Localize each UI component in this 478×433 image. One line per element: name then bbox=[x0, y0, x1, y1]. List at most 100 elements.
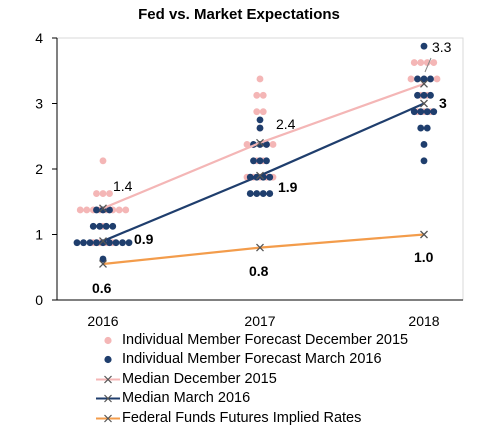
data-label: 0.9 bbox=[134, 231, 154, 247]
forecast-dot bbox=[427, 75, 434, 83]
series-marker bbox=[256, 243, 264, 252]
forecast-dot bbox=[417, 108, 425, 116]
legend-label: Individual Member Forecast December 2015 bbox=[122, 332, 409, 348]
forecast-dot bbox=[256, 124, 264, 132]
forecast-dot bbox=[115, 206, 123, 214]
legend-swatch bbox=[104, 336, 112, 345]
forecast-dot bbox=[420, 42, 428, 50]
forecast-dot bbox=[420, 75, 428, 83]
forecast-dot bbox=[256, 157, 264, 165]
forecast-dot bbox=[423, 108, 431, 116]
forecast-dot bbox=[96, 222, 104, 230]
legend-label: Federal Funds Futures Implied Rates bbox=[122, 409, 362, 426]
legend-swatch bbox=[96, 414, 120, 422]
forecast-dot bbox=[427, 91, 434, 99]
forecast-dot bbox=[433, 75, 441, 83]
legend-label: Median December 2015 bbox=[122, 370, 277, 387]
forecast-dot bbox=[109, 222, 117, 230]
series-marker bbox=[99, 204, 107, 213]
y-tick-label: 2 bbox=[35, 161, 43, 177]
forecast-dot bbox=[410, 108, 418, 116]
data-label: 2.4 bbox=[276, 116, 296, 132]
forecast-dot bbox=[420, 91, 428, 99]
forecast-dot bbox=[253, 190, 261, 197]
forecast-dot bbox=[256, 75, 264, 83]
forecast-dot bbox=[119, 239, 126, 247]
legend-swatch bbox=[96, 394, 120, 403]
forecast-dot bbox=[122, 206, 130, 214]
forecast-dot bbox=[256, 116, 264, 124]
forecast-dot bbox=[417, 59, 425, 66]
forecast-dot bbox=[93, 206, 100, 214]
forecast-dot bbox=[253, 108, 261, 116]
chart-legend: Individual Member Forecast December 2015… bbox=[96, 331, 476, 428]
forecast-dot bbox=[259, 108, 267, 116]
forecast-dot bbox=[112, 239, 120, 247]
series-marker bbox=[256, 171, 264, 180]
y-tick-label: 1 bbox=[35, 227, 43, 243]
series-marker bbox=[99, 237, 107, 246]
forecast-dot bbox=[250, 157, 257, 165]
forecast-dot bbox=[263, 141, 270, 148]
forecast-dot bbox=[106, 190, 113, 197]
forecast-dot bbox=[266, 173, 274, 181]
data-label: 0.6 bbox=[92, 280, 112, 296]
forecast-dot bbox=[423, 124, 431, 132]
legend-item: Median March 2016 bbox=[96, 389, 476, 408]
legend-label: Median March 2016 bbox=[122, 390, 251, 407]
forecast-dot bbox=[89, 222, 97, 230]
forecast-dot bbox=[414, 91, 421, 99]
forecast-dot bbox=[407, 75, 415, 83]
data-label: 3 bbox=[439, 95, 447, 111]
label-leader bbox=[424, 57, 432, 73]
forecast-dot bbox=[259, 91, 267, 99]
forecast-dot bbox=[99, 157, 107, 165]
forecast-dot bbox=[410, 59, 418, 66]
forecast-dot bbox=[420, 141, 428, 148]
forecast-dot bbox=[102, 222, 110, 230]
series-marker bbox=[256, 138, 264, 147]
data-label: 0.8 bbox=[249, 263, 269, 279]
forecast-dot bbox=[430, 108, 438, 116]
x-tick-label: 2018 bbox=[408, 313, 439, 329]
forecast-dot bbox=[417, 124, 425, 132]
legend-item: Individual Member Forecast March 2016 bbox=[96, 350, 476, 369]
legend-label: Individual Member Forecast March 2016 bbox=[122, 351, 382, 368]
y-tick-label: 3 bbox=[35, 96, 43, 112]
forecast-dot bbox=[93, 239, 100, 247]
forecast-dot bbox=[430, 59, 438, 66]
forecast-dot bbox=[80, 239, 87, 247]
forecast-dot bbox=[259, 190, 267, 197]
legend-swatch bbox=[96, 375, 120, 384]
legend-item: Median December 2015 bbox=[96, 370, 476, 389]
legend-swatch bbox=[104, 356, 112, 364]
series-marker bbox=[420, 79, 428, 88]
data-label: 3.3 bbox=[432, 39, 452, 55]
forecast-dot bbox=[420, 157, 428, 165]
forecast-dot bbox=[106, 206, 113, 214]
series-marker bbox=[420, 230, 428, 239]
y-tick-label: 0 bbox=[35, 292, 43, 308]
data-label: 1.0 bbox=[414, 249, 434, 265]
x-tick-label: 2017 bbox=[244, 313, 275, 329]
series-marker bbox=[99, 260, 107, 268]
forecast-dot bbox=[86, 239, 94, 247]
chart-title: Fed vs. Market Expectations bbox=[138, 6, 340, 23]
forecast-dot bbox=[263, 157, 270, 165]
forecast-dot bbox=[125, 239, 133, 247]
data-label: 1.4 bbox=[113, 178, 133, 194]
forecast-dot bbox=[243, 141, 251, 148]
y-tick-label: 4 bbox=[35, 30, 43, 46]
x-tick-label: 2016 bbox=[87, 313, 118, 329]
forecast-dot bbox=[99, 255, 107, 263]
legend-item: Individual Member Forecast December 2015 bbox=[96, 331, 476, 350]
forecast-dot bbox=[253, 91, 261, 99]
forecast-dot bbox=[266, 190, 274, 197]
forecast-dot bbox=[246, 190, 254, 197]
forecast-dot bbox=[73, 239, 81, 247]
forecast-dot bbox=[414, 75, 421, 83]
data-label: 1.9 bbox=[278, 179, 298, 195]
forecast-dot bbox=[76, 206, 84, 214]
forecast-dot bbox=[83, 206, 91, 214]
